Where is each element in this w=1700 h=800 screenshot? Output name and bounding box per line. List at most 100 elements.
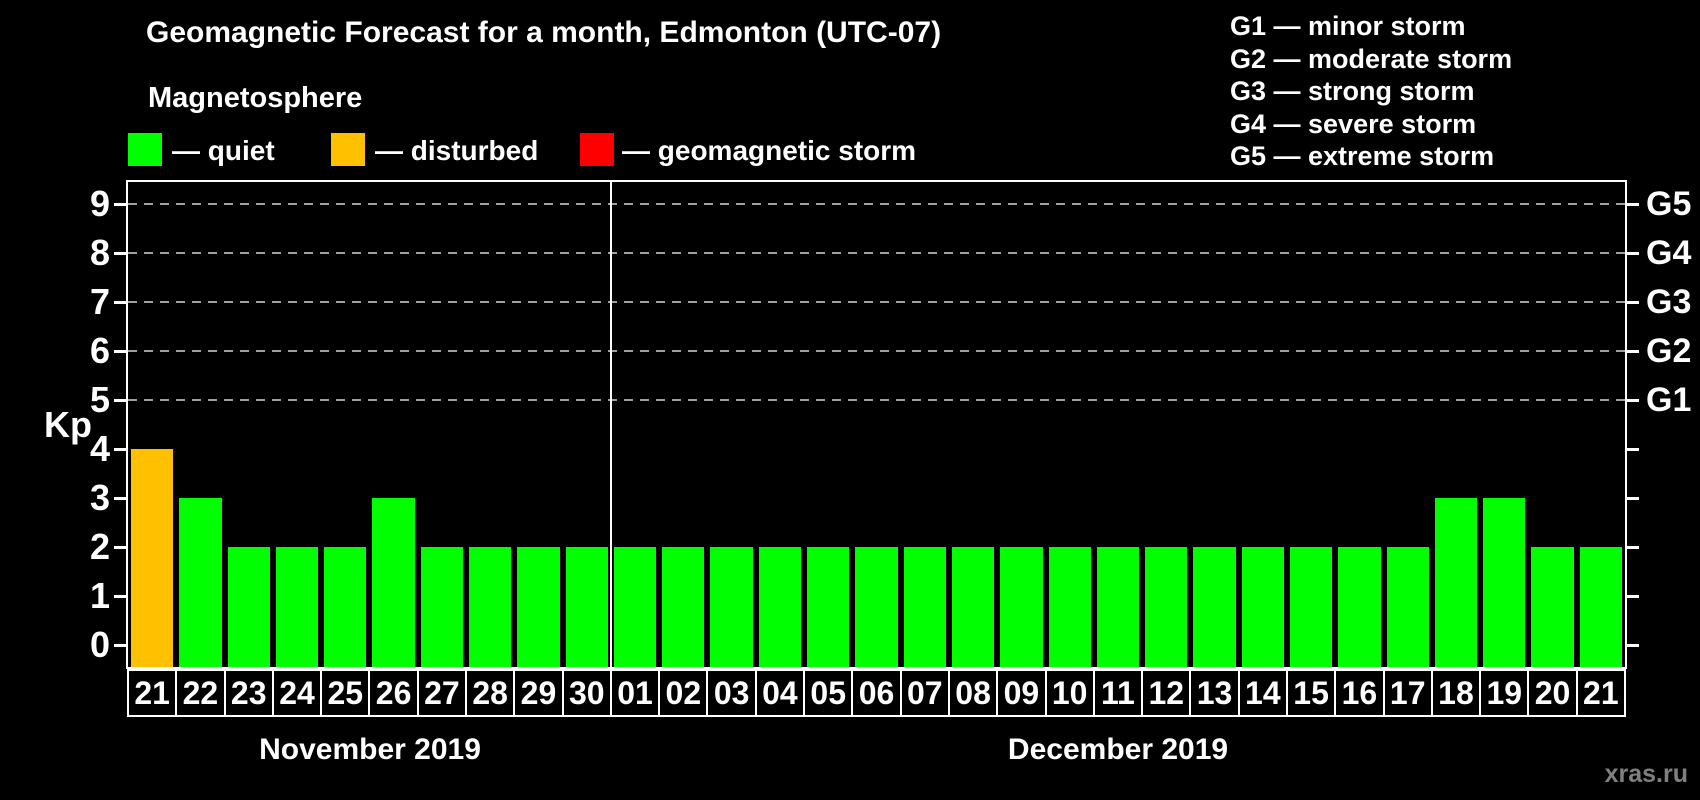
day-label-dec-16: 16 xyxy=(1334,669,1385,717)
kp-bar-dec-02 xyxy=(662,546,705,667)
y-tick-right-7 xyxy=(1627,300,1639,304)
y-tick-left-6 xyxy=(114,349,126,353)
g5-legend-line: G5 — extreme storm xyxy=(1230,141,1495,171)
y-tick-right-2 xyxy=(1627,545,1639,549)
g-scale-label-g4: G4 xyxy=(1646,233,1692,272)
g-scale-label-g5: G5 xyxy=(1646,184,1692,223)
y-tick-label-0: 0 xyxy=(89,623,110,665)
kp-bar-nov-22 xyxy=(179,497,222,667)
y-tick-label-1: 1 xyxy=(89,574,110,616)
kp-bar-nov-27 xyxy=(420,546,464,667)
y-tick-label-9: 9 xyxy=(89,182,110,224)
y-tick-left-7 xyxy=(114,300,126,304)
day-label-dec-15: 15 xyxy=(1285,669,1337,717)
gridline-kp6 xyxy=(128,349,1625,352)
kp-bar-dec-10 xyxy=(1048,546,1091,667)
day-label-nov-29: 29 xyxy=(513,669,564,717)
kp-bar-nov-26 xyxy=(372,497,415,667)
day-label-dec-20: 20 xyxy=(1527,669,1578,717)
y-tick-left-9 xyxy=(114,202,126,206)
y-tick-right-0 xyxy=(1627,643,1639,647)
legend-heading: Magnetosphere xyxy=(148,82,363,114)
kp-bar-nov-28 xyxy=(469,546,512,667)
quiet-color-swatch xyxy=(128,133,162,166)
kp-bar-dec-12 xyxy=(1145,546,1188,667)
kp-bar-dec-18 xyxy=(1434,497,1478,667)
y-tick-label-2: 2 xyxy=(89,525,110,567)
kp-bar-dec-15 xyxy=(1289,546,1333,667)
day-label-dec-06: 06 xyxy=(851,669,902,717)
g1-legend-line: G1 — minor storm xyxy=(1230,11,1466,41)
quiet-legend-label: — quiet xyxy=(172,135,275,166)
kp-bar-dec-21 xyxy=(1579,546,1622,667)
day-label-dec-04: 04 xyxy=(754,669,806,717)
g-scale-label-g1: G1 xyxy=(1646,380,1692,419)
kp-bar-dec-20 xyxy=(1531,546,1574,667)
disturbed-legend-label: — disturbed xyxy=(375,135,539,166)
kp-bar-dec-01 xyxy=(613,546,657,667)
y-tick-left-4 xyxy=(114,447,126,451)
g4-legend-line: G4 — severe storm xyxy=(1230,108,1477,139)
gridline-kp7 xyxy=(128,300,1625,303)
day-label-dec-11: 11 xyxy=(1092,669,1144,717)
day-label-nov-21: 21 xyxy=(127,669,178,717)
day-label-nov-28: 28 xyxy=(465,669,516,717)
kp-bar-dec-09 xyxy=(1000,546,1043,667)
day-label-dec-14: 14 xyxy=(1237,669,1288,717)
g-scale-label-g2: G2 xyxy=(1646,331,1692,370)
g3-legend-line: G3 — strong storm xyxy=(1230,76,1475,106)
day-label-dec-10: 10 xyxy=(1044,669,1095,717)
y-tick-right-8 xyxy=(1627,251,1639,255)
kp-bar-nov-30 xyxy=(565,546,608,667)
kp-bar-dec-07 xyxy=(903,546,946,667)
kp-bar-nov-29 xyxy=(517,546,560,667)
y-tick-right-1 xyxy=(1627,594,1639,598)
kp-bar-dec-16 xyxy=(1338,546,1381,667)
day-label-dec-07: 07 xyxy=(899,669,950,717)
y-tick-label-6: 6 xyxy=(89,329,110,371)
watermark: xras.ru xyxy=(1604,760,1688,788)
y-tick-left-2 xyxy=(114,545,126,549)
kp-bar-dec-04 xyxy=(758,546,802,667)
kp-bar-nov-24 xyxy=(275,546,319,667)
storm-legend-label: — geomagnetic storm xyxy=(622,135,917,166)
month-label-december: December 2019 xyxy=(1007,733,1229,766)
day-label-dec-18: 18 xyxy=(1430,669,1482,717)
y-tick-label-3: 3 xyxy=(89,476,110,518)
g2-legend-line: G2 — moderate storm xyxy=(1230,43,1513,74)
y-tick-label-4: 4 xyxy=(89,427,110,469)
kp-bar-dec-03 xyxy=(710,546,753,667)
y-tick-right-4 xyxy=(1627,447,1639,451)
day-label-nov-25: 25 xyxy=(320,669,371,717)
gridline-kp5 xyxy=(128,398,1625,401)
disturbed-color-swatch xyxy=(331,133,365,166)
y-tick-right-9 xyxy=(1627,202,1639,206)
y-tick-right-6 xyxy=(1627,349,1639,353)
kp-bar-dec-06 xyxy=(855,546,898,667)
g-scale-label-g3: G3 xyxy=(1646,282,1692,321)
day-label-nov-22: 22 xyxy=(175,669,226,717)
day-label-dec-01: 01 xyxy=(609,669,661,717)
kp-bar-nov-21 xyxy=(131,448,174,667)
y-tick-label-7: 7 xyxy=(89,280,110,322)
kp-bar-dec-11 xyxy=(1096,546,1140,667)
kp-bar-nov-23 xyxy=(227,546,270,667)
day-label-nov-24: 24 xyxy=(271,669,323,717)
month-label-november: November 2019 xyxy=(259,733,481,766)
y-tick-right-5 xyxy=(1627,398,1639,402)
day-label-dec-03: 03 xyxy=(706,669,757,717)
plot-area xyxy=(126,180,1627,669)
y-tick-left-3 xyxy=(114,496,126,500)
y-tick-right-3 xyxy=(1627,496,1639,500)
day-label-dec-19: 19 xyxy=(1479,669,1530,717)
y-tick-label-8: 8 xyxy=(89,231,110,273)
storm-color-swatch xyxy=(580,133,614,166)
gridline-kp8 xyxy=(128,251,1625,254)
day-label-dec-09: 09 xyxy=(996,669,1047,717)
day-label-dec-13: 13 xyxy=(1189,669,1240,717)
day-label-nov-27: 27 xyxy=(416,669,468,717)
day-label-dec-08: 08 xyxy=(947,669,999,717)
day-label-nov-26: 26 xyxy=(368,669,419,717)
gridline-kp9 xyxy=(128,202,1625,205)
day-label-dec-21: 21 xyxy=(1575,669,1626,717)
